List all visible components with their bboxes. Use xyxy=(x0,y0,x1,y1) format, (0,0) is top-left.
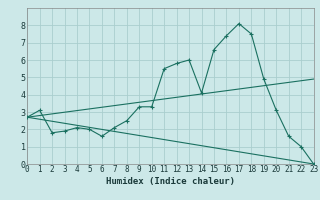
X-axis label: Humidex (Indice chaleur): Humidex (Indice chaleur) xyxy=(106,177,235,186)
